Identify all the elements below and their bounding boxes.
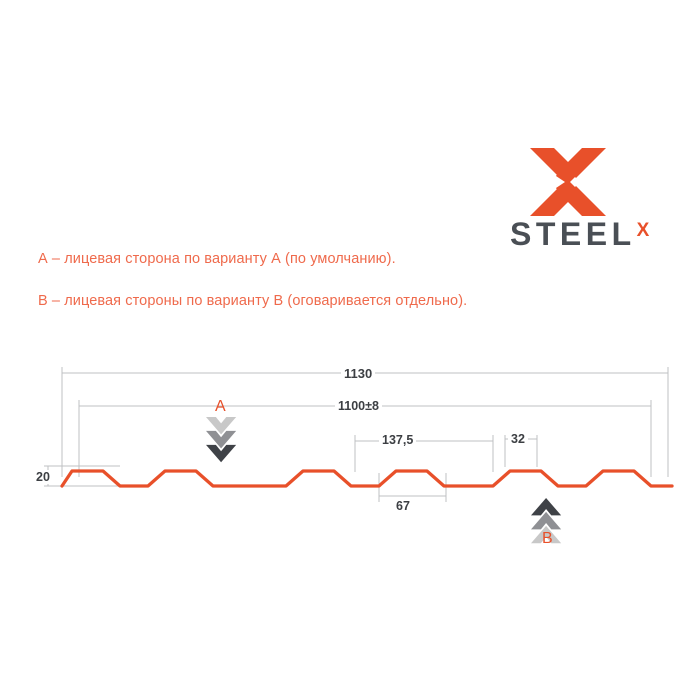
- dimension-label-valley-width: 67: [393, 499, 413, 513]
- note-variant-a: А – лицевая сторона по варианту А (по ум…: [38, 251, 396, 267]
- chevron-up-icon: [531, 498, 562, 516]
- brand-logo: STEEL X: [510, 146, 660, 250]
- steelx-x-logo-icon: [530, 148, 606, 216]
- wordmark-text: STEEL: [510, 216, 636, 252]
- note-variant-b: В – лицевая стороны по варианту В (огова…: [38, 293, 468, 309]
- chevron-down-icon: [206, 417, 237, 435]
- dimension-extension-lines: [44, 367, 669, 502]
- wordmark-superscript: X: [636, 220, 650, 241]
- brand-wordmark: STEEL X: [510, 216, 660, 250]
- side-a-marker: [206, 417, 237, 463]
- chevron-up-icon: [531, 511, 562, 530]
- dimension-label-profile-height: 20: [33, 470, 53, 484]
- chevron-down-icon: [206, 444, 237, 463]
- chevron-up-icon: [531, 525, 562, 544]
- marker-label-a: А: [215, 398, 226, 415]
- dimension-label-rib-pitch: 137,5: [379, 433, 417, 447]
- chevron-down-icon: [206, 430, 237, 449]
- marker-label-b: В: [542, 530, 553, 547]
- dimension-label-working-width: 1100±8: [335, 399, 382, 413]
- dimension-label-rib-crest-width: 32: [508, 432, 528, 446]
- side-b-marker: [531, 498, 562, 544]
- profile-drawing: [44, 367, 674, 544]
- dimension-label-overall-width: 1130: [341, 366, 376, 381]
- trapezoid-profile-line: [60, 469, 674, 488]
